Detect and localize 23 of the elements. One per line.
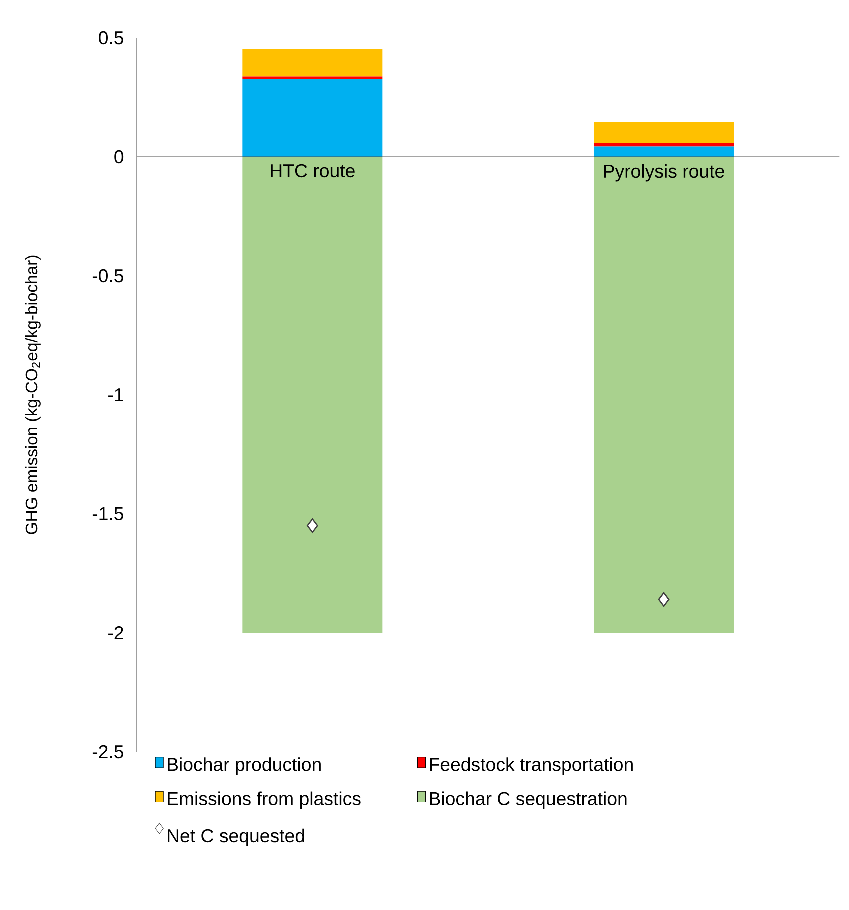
legend-label: Net C sequested: [168, 828, 304, 846]
x-tick-label: Pyrolysis route: [604, 164, 724, 182]
bar: [594, 122, 734, 144]
y-tick-label: -2: [108, 626, 124, 640]
y-axis-title: GHG emission (kg-CO$_{2}$eq/kg-biochar): [25, 256, 41, 534]
y-tick-label: -0.5: [92, 269, 124, 283]
y-tick-label: -2.5: [92, 745, 124, 759]
y-tick-label: -1: [108, 388, 124, 402]
y-tick-label: 0: [114, 150, 124, 164]
bar: [242, 49, 383, 77]
bar: [594, 146, 734, 157]
legend-label: Feedstock transportation: [430, 758, 633, 775]
y-tick-label: 0.5: [99, 31, 124, 45]
bar: [242, 79, 383, 157]
y-tick-label: -1.5: [92, 507, 124, 521]
legend-label: Biochar C sequestration: [430, 792, 627, 810]
bar: [242, 76, 383, 80]
bar: [242, 157, 383, 633]
bar: [594, 157, 734, 633]
legend-label: Biochar production: [168, 758, 321, 775]
legend-label: Emissions from plastics: [168, 792, 361, 810]
x-tick-label: HTC route: [271, 164, 355, 178]
bar: [594, 143, 734, 147]
